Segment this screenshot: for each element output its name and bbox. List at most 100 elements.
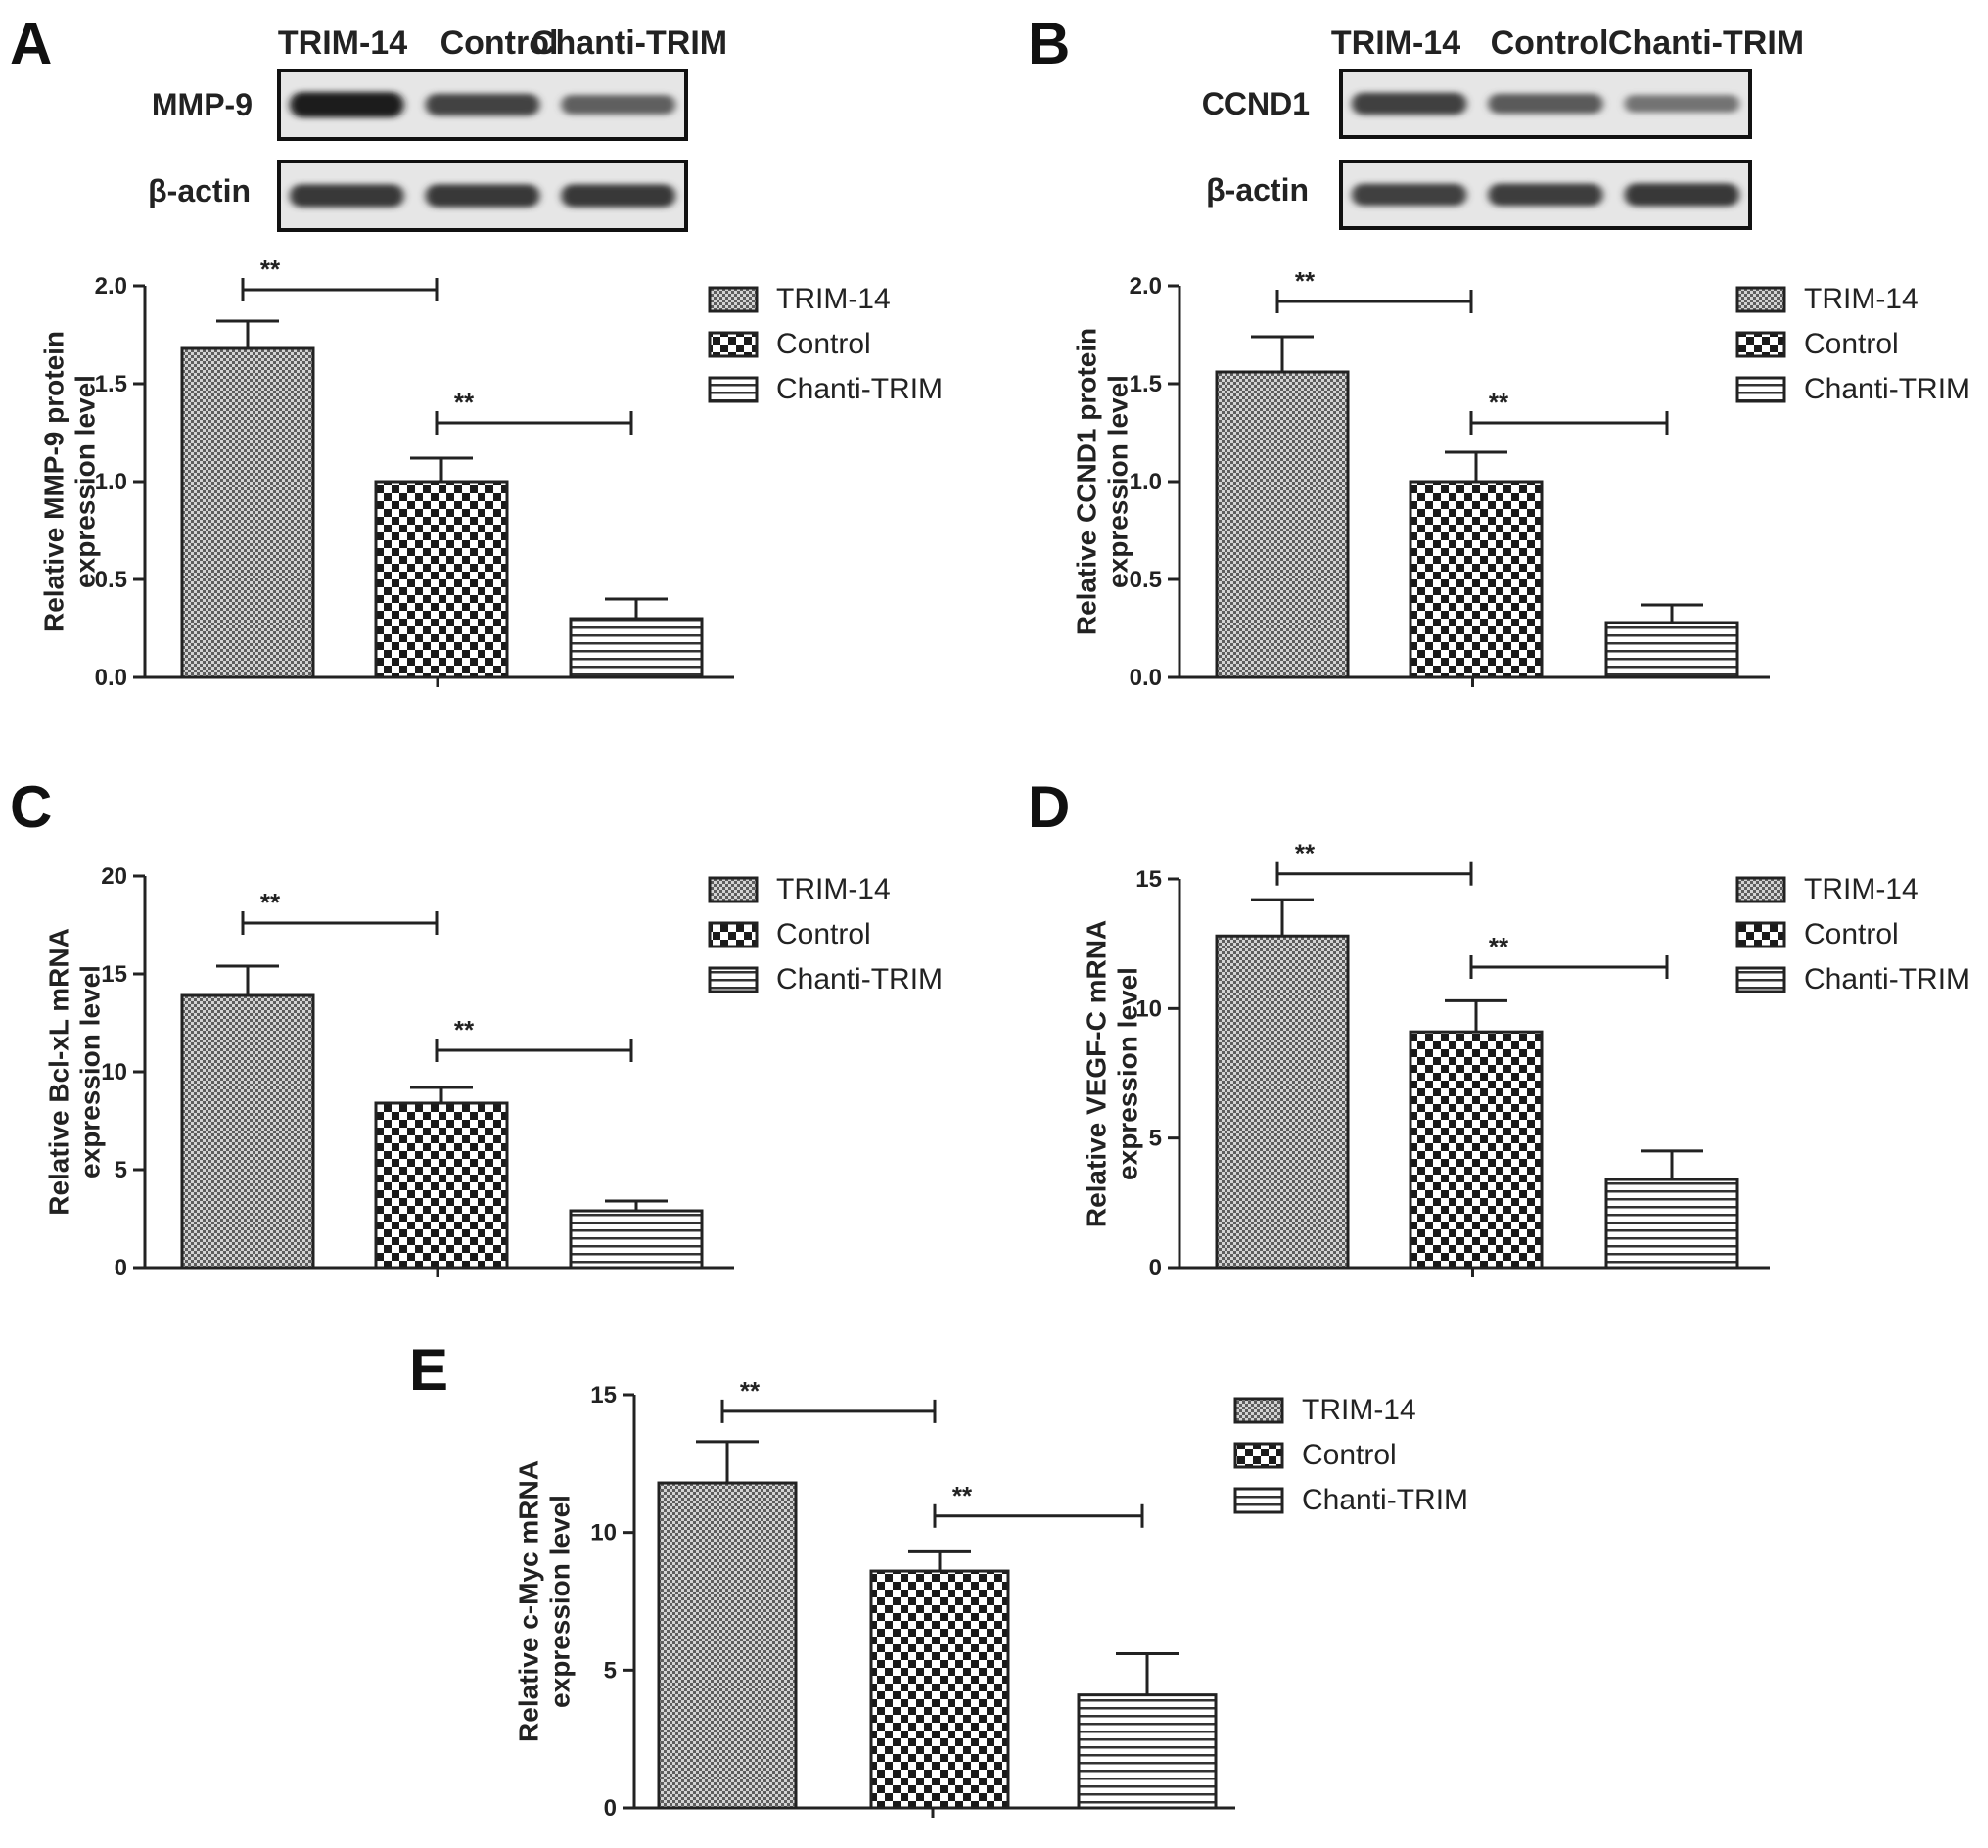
legend-label: Chanti-TRIM [776,373,943,405]
y-tick-label: 0.0 [1130,665,1162,691]
significance-label: ** [1489,932,1509,961]
legend-swatch [708,286,759,313]
legend-swatch [1233,1487,1284,1514]
bar [1604,1178,1739,1270]
y-tick-label: 2.0 [1130,273,1162,300]
panel-c: C 0 5 10 15 20 Relative Bcl-xL mRNAexpression … [10,774,943,1281]
legend-label: Control [776,918,871,950]
legend-label: Control [1302,1439,1397,1471]
legend-label: Control [1804,328,1899,360]
significance-label: ** [1295,839,1316,868]
bar [869,1569,1010,1810]
y-tick-label: 0.0 [95,665,127,691]
y-tick-label: 10 [1135,995,1162,1022]
significance-label: ** [1489,388,1509,417]
legend-swatch [1735,376,1786,403]
blot-row-label: β-actin [1206,172,1309,208]
legend: TRIM-14 Control Chanti-TRIM [1735,873,1970,995]
panel-letter: C [10,774,52,840]
bar [1409,480,1544,679]
significance-label: ** [740,1376,761,1406]
y-axis-label-line: expression level [75,965,106,1178]
y-tick-label: 15 [1135,866,1162,893]
y-tick-label: 0 [604,1795,617,1822]
y-tick-label: 5 [1149,1126,1162,1152]
bar [180,993,315,1270]
panel-e: E 0 5 10 15 Relative c-Myc mRNAexpression lev… [409,1337,1468,1822]
y-tick-label: 10 [101,1059,127,1086]
y-axis-label-line: expression level [1103,375,1133,588]
legend-swatch [1735,966,1786,993]
legend-label: TRIM-14 [1804,283,1919,315]
legend: TRIM-14 Control Chanti-TRIM [708,283,943,405]
y-tick-label: 2.0 [95,273,127,300]
bar [1215,934,1350,1270]
blot-band [1352,183,1467,207]
legend-label: Control [1804,918,1899,950]
legend-swatch [1233,1442,1284,1469]
bar [569,1209,704,1270]
y-tick-label: 1.0 [1130,469,1162,495]
y-axis-label-line: expression level [545,1495,576,1708]
legend-label: Chanti-TRIM [1804,373,1970,405]
y-tick-label: 15 [101,961,127,988]
blot-band [1624,95,1739,113]
significance-label: ** [454,1015,475,1044]
bar [1215,370,1350,679]
legend-swatch [1735,921,1786,948]
y-tick-label: 20 [101,863,127,890]
bar [657,1481,798,1810]
blot-lane-label: Chanti-TRIM [532,24,727,62]
legend-swatch [1735,876,1786,903]
y-tick-label: 0.5 [1130,567,1162,593]
panel-b: B TRIM-14 Control Chanti-TRIM CCND1 β-actin 0.… [1028,11,1970,691]
y-tick-label: 15 [590,1382,617,1409]
y-axis-label: Relative Bcl-xL mRNAexpression level [43,928,105,1216]
legend-swatch [708,921,759,948]
y-tick-label: 0 [1149,1255,1162,1281]
legend-label: Chanti-TRIM [1804,963,1970,995]
blot-row-label: CCND1 [1202,86,1310,121]
y-axis-label-line: Relative MMP-9 protein [38,331,69,632]
panel-letter: E [409,1337,448,1403]
bar [180,346,315,679]
blot-band [561,184,675,208]
blot-lane-label: TRIM-14 [278,24,407,62]
panel-letter: B [1028,11,1070,76]
legend-swatch [708,331,759,358]
blot-lane-label: Control [1491,24,1609,62]
y-axis-label-line: Relative c-Myc mRNA [513,1460,543,1742]
y-axis-label: Relative c-Myc mRNAexpression level [513,1460,575,1742]
legend-label: TRIM-14 [776,283,891,315]
western-blot: TRIM-14 Control Chanti-TRIM CCND1 β-actin [1202,24,1804,230]
blot-band [425,184,540,208]
legend-swatch [1735,286,1786,313]
significance-label: ** [260,254,281,284]
panel-letter: A [10,11,52,76]
y-tick-label: 5 [115,1157,127,1183]
legend-label: Chanti-TRIM [1302,1484,1468,1516]
legend-swatch [708,876,759,903]
significance-label: ** [260,888,281,917]
legend-label: TRIM-14 [1804,873,1919,905]
blot-lane-label: TRIM-14 [1331,24,1460,62]
y-tick-label: 5 [604,1657,617,1684]
y-tick-label: 1.0 [95,469,127,495]
legend: TRIM-14 Control Chanti-TRIM [708,873,943,995]
legend-swatch [708,966,759,993]
bar [1409,1030,1544,1270]
y-tick-label: 1.5 [95,371,127,397]
legend: TRIM-14 Control Chanti-TRIM [1233,1394,1468,1516]
legend-label: TRIM-14 [1302,1394,1416,1426]
blot-band [290,184,404,208]
significance-label: ** [454,388,475,417]
legend-swatch [1735,331,1786,358]
bar [1077,1693,1218,1810]
panel-letter: D [1028,774,1070,840]
blot-band [425,93,540,116]
blot-band [561,95,675,115]
blot-band [1352,92,1467,116]
y-axis-label: Relative VEGF-C mRNAexpression level [1081,920,1142,1227]
